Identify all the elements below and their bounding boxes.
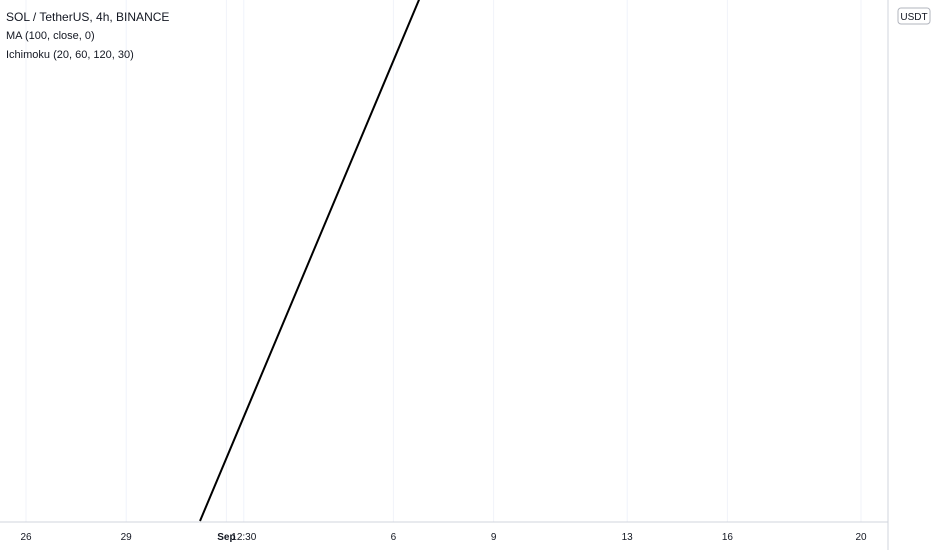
time-tick-label: 13 <box>622 532 634 543</box>
time-tick-label: 29 <box>121 532 133 543</box>
time-tick-label: 9 <box>491 532 497 543</box>
time-tick-label: 6 <box>391 532 397 543</box>
ichimoku-indicator-label[interactable]: Ichimoku (20, 60, 120, 30) <box>6 49 134 61</box>
ascending-trendline[interactable] <box>199 0 888 522</box>
currency-label: USDT <box>900 12 927 23</box>
time-tick-label: 20 <box>855 532 867 543</box>
currency-badge[interactable] <box>897 7 931 25</box>
time-tick-label: 26 <box>20 532 32 543</box>
time-tick-label: 16 <box>722 532 734 543</box>
time-tick-label: 12:30 <box>231 532 256 543</box>
time-tick-label: Sep <box>217 532 235 543</box>
chart-title: SOL / TetherUS, 4h, BINANCE <box>6 10 170 24</box>
ma-indicator-label[interactable]: MA (100, close, 0) <box>6 30 95 42</box>
